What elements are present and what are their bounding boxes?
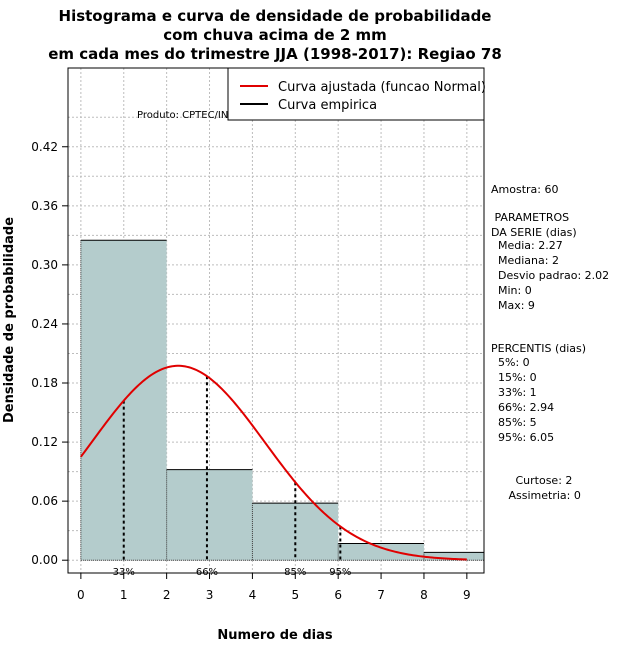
x-tick-label: 2 (163, 588, 171, 602)
product-label: Produto: CPTEC/INPE (137, 110, 241, 121)
stats-parameters-title: PARAMETROS DA SERIE (dias) (491, 211, 577, 239)
histogram-bar (338, 543, 424, 561)
y-tick-label: 0.12 (31, 435, 58, 449)
x-tick-label: 9 (463, 588, 471, 602)
y-tick-label: 0.36 (31, 199, 58, 213)
histogram-bar (166, 469, 253, 561)
stats-sample: Amostra: 60 (491, 183, 559, 196)
y-tick-label: 0.18 (31, 376, 58, 390)
y-tick-label: 0.30 (31, 258, 58, 272)
chart-title-line-3: em cada mes do trimestre JJA (1998-2017)… (48, 45, 502, 63)
stats-kurtosis-skewness: Curtose: 2 Assimetria: 0 (508, 474, 581, 502)
y-tick-label: 0.06 (31, 494, 58, 508)
chart-title-line-2: com chuva acima de 2 mm (163, 26, 387, 44)
histogram-bar (423, 552, 484, 561)
x-axis: 0 1 2 3 4 5 6 7 8 9 (77, 573, 471, 602)
x-tick-label: 3 (206, 588, 214, 602)
chart-title-line-1: Histograma e curva de densidade de proba… (59, 7, 492, 25)
legend: Curva ajustada (funcao Normal) Curva emp… (227, 67, 486, 121)
x-axis-title: Numero de dias (217, 628, 333, 643)
y-axis-title: Densidade de probabilidade (2, 217, 17, 423)
stats-parameters: Media: 2.27 Mediana: 2 Desvio padrao: 2.… (497, 239, 610, 312)
stats-percentiles-title: PERCENTIS (dias) (491, 342, 587, 355)
y-tick-label: 0.24 (31, 317, 58, 331)
x-tick-label: 0 (77, 588, 85, 602)
x-tick-label: 6 (334, 588, 342, 602)
y-tick-label: 0.42 (31, 140, 58, 154)
legend-box (227, 67, 485, 121)
normal-curve-line (80, 364, 467, 561)
x-tick-label: 1 (120, 588, 128, 602)
x-tick-label: 4 (249, 588, 257, 602)
stats-percentiles: 5%: 0 15%: 0 33%: 1 66%: 2.94 85%: 5 95%… (497, 356, 555, 444)
x-tick-label: 5 (291, 588, 299, 602)
x-tick-label: 7 (377, 588, 385, 602)
x-tick-label: 8 (420, 588, 428, 602)
y-axis: 0.00 0.06 0.12 0.18 0.24 0.30 0.36 0.42 (31, 140, 68, 567)
y-tick-label: 0.00 (31, 553, 58, 567)
legend-normal-label: Curva ajustada (funcao Normal) (278, 80, 486, 95)
legend-empirical-label: Curva empirica (278, 98, 377, 113)
